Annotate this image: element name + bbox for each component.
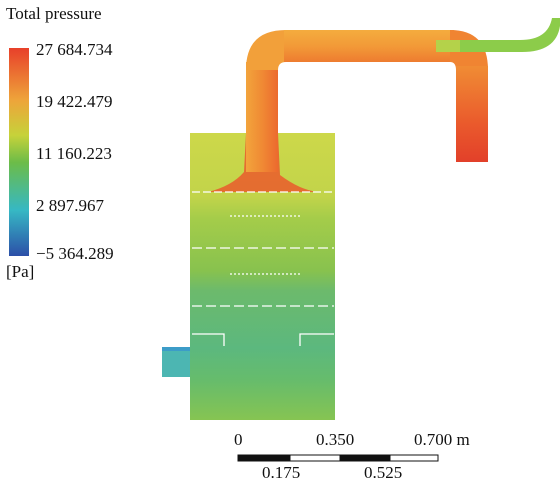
scale-label-0: 0: [234, 430, 243, 449]
downcomer-duct: [456, 66, 488, 162]
legend-tick-max: 27 684.734: [36, 40, 113, 59]
riser-duct: [246, 62, 278, 172]
color-bar: [9, 48, 29, 256]
baffles: [192, 191, 334, 346]
scale-label-0525: 0.525: [364, 463, 403, 482]
legend-tick-3: 11 160.223: [36, 144, 112, 163]
scale-label-0350: 0.350: [316, 430, 355, 449]
duct-elbow-left: [246, 30, 286, 70]
legend-tick-2: 19 422.479: [36, 92, 113, 111]
legend-tick-4: 2 897.967: [36, 196, 104, 215]
scale-label-0175: 0.175: [262, 463, 301, 482]
inlet-stub: [162, 347, 190, 377]
legend-unit: [Pa]: [6, 262, 35, 281]
scale-label-0700: 0.700 m: [414, 430, 470, 449]
outlet-pipe: [436, 18, 560, 52]
horizontal-duct: [284, 30, 454, 62]
legend-title: Total pressure: [6, 4, 102, 23]
legend-tick-min: −5 364.289: [36, 244, 114, 263]
